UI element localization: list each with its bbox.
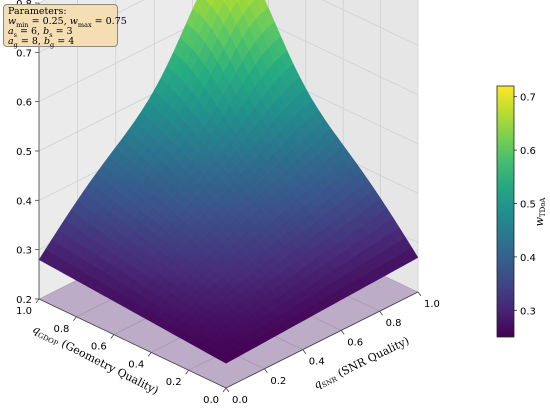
colorbar-tick-label: 0.4 [520, 253, 536, 264]
x-tick-mark [379, 310, 383, 316]
x-tick-mark [264, 368, 268, 374]
x-tick-label: 0.2 [270, 376, 286, 387]
y-tick-mark [185, 369, 189, 375]
colorbar-label: wTDoA [533, 197, 547, 227]
x-axis-line [225, 291, 419, 389]
surface-cell [219, 355, 233, 364]
param-line-2: as = 6, bs = 3 [8, 26, 73, 39]
y-tick-mark [147, 352, 152, 357]
parameters-title: Parameters: [8, 6, 67, 17]
colorbar: 0.3 0.4 0.5 0.6 0.7 wTDoA [496, 85, 547, 338]
surface-cell [235, 0, 239, 3]
x-tick-mark [302, 349, 307, 354]
y-tick-mark [35, 298, 40, 304]
param-line-1: wmin = 0.25, wmax = 0.75 [8, 16, 127, 29]
z-tick-label: 0.3 [16, 246, 32, 257]
surface-cell [222, 0, 226, 3]
y-tick-label: 0.0 [203, 395, 219, 406]
x-tick-label: 0.6 [347, 337, 363, 348]
y-tick-label: 0.6 [91, 342, 107, 353]
colorbar-tick-label: 0.5 [520, 199, 536, 210]
x-tick-mark [340, 330, 345, 335]
x-tick-label: 0.4 [309, 357, 325, 368]
z-tick-label: 0.7 [16, 48, 32, 59]
colorbar-tick-label: 0.6 [520, 146, 536, 157]
x-tick-mark [225, 387, 230, 393]
y-axis-line [38, 298, 227, 389]
z-tick-label: 0.6 [16, 98, 32, 109]
x-tick-label: 0.0 [232, 395, 248, 406]
x-tick-label: 1.0 [424, 299, 440, 310]
y-tick-label: 0.8 [53, 324, 69, 335]
z-tick-label: 0.2 [16, 295, 32, 306]
colorbar-tick-label: 0.3 [520, 306, 536, 317]
y-tick-label: 0.2 [166, 377, 182, 388]
colorbar-tick-label: 0.7 [520, 93, 536, 104]
x-tick-mark [417, 291, 422, 297]
colorbar-bar [496, 85, 515, 338]
z-tick-label: 0.4 [16, 196, 32, 207]
z-tick-label: 0.5 [16, 147, 32, 158]
parameters-box: Parameters: wmin = 0.25, wmax = 0.75 as … [3, 4, 127, 49]
y-tick-label: 0.4 [128, 359, 144, 370]
y-tick-mark [110, 334, 115, 339]
y-tick-mark [222, 387, 227, 393]
x-tick-label: 0.8 [386, 318, 402, 329]
y-tick-mark [73, 316, 77, 322]
surface-mesh [38, 0, 419, 364]
param-line-3: ag = 8, bg = 4 [8, 36, 75, 49]
y-tick-label: 1.0 [16, 306, 32, 317]
